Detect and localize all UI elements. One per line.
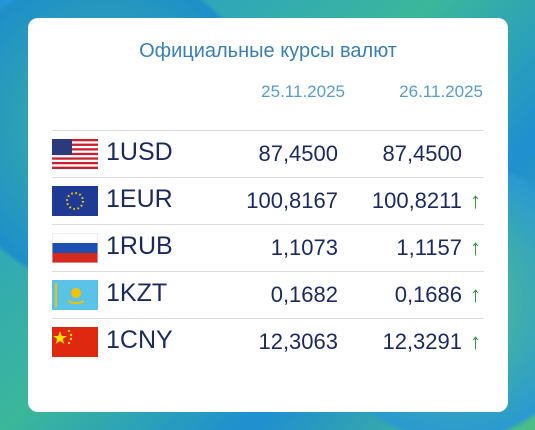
rate: 87,4500 bbox=[258, 141, 338, 166]
rate-row: 1USD 87,4500 87,4500 bbox=[52, 130, 484, 178]
flag-eu bbox=[52, 186, 98, 216]
rate: 0,1686 bbox=[394, 282, 462, 307]
currency-code: 1RUB bbox=[106, 232, 173, 260]
title: Официальные курсы валют bbox=[139, 40, 397, 62]
currency-code: 1CNY bbox=[106, 326, 173, 354]
currency-code: 1USD bbox=[106, 138, 173, 166]
rate-row: 1KZT 0,1682 0,1686 ↑ bbox=[52, 271, 484, 319]
rate: 100,8167 bbox=[246, 188, 338, 213]
trend-arrow: ↑ bbox=[470, 235, 481, 260]
rate: 12,3291 bbox=[382, 329, 462, 354]
flag-cn bbox=[52, 327, 98, 357]
rate-row: 1CNY 12,3063 12,3291 ↑ bbox=[52, 318, 484, 366]
rate: 87,4500 bbox=[382, 141, 462, 166]
flag-ru bbox=[52, 233, 98, 263]
flag-kz bbox=[52, 280, 98, 310]
rate: 1,1157 bbox=[396, 235, 462, 260]
currency-code: 1EUR bbox=[106, 185, 173, 213]
currency-code: 1KZT bbox=[106, 279, 168, 307]
rate: 0,1682 bbox=[270, 282, 338, 307]
rate-row: 1RUB 1,1073 1,1157 ↑ bbox=[52, 224, 484, 272]
rates-card: Официальные курсы валют 25.11.2025 26.11… bbox=[28, 18, 508, 412]
rate-row: 1EUR 100,8167 100,8211 ↑ bbox=[52, 177, 484, 225]
flag-us bbox=[52, 139, 98, 169]
date-header: 25.11.2025 bbox=[261, 82, 345, 101]
rate: 1,1073 bbox=[270, 235, 338, 260]
rate: 12,3063 bbox=[258, 329, 338, 354]
trend-arrow: ↑ bbox=[470, 282, 481, 307]
rate: 100,8211 bbox=[371, 188, 462, 213]
trend-arrow: ↑ bbox=[470, 188, 481, 213]
date-header: 26.11.2025 bbox=[399, 82, 483, 101]
trend-arrow: ↑ bbox=[470, 329, 481, 354]
